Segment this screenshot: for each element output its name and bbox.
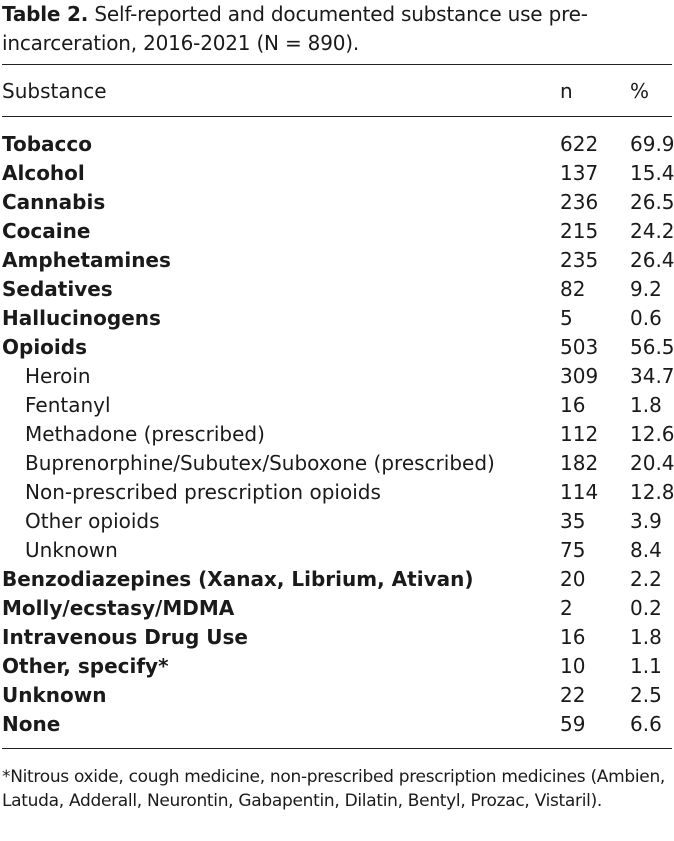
cell-percent: 12.8 [630,480,674,504]
cell-percent: 24.2 [630,219,674,243]
cell-substance: Cannabis [2,190,106,214]
table-top-rule [2,64,672,65]
cell-n: 236 [560,190,599,214]
cell-percent: 26.5 [630,190,674,214]
cell-n: 137 [560,161,599,185]
table-row: Unknown 22 2.5 [0,681,674,710]
cell-percent: 0.2 [630,596,662,620]
cell-n: 82 [560,277,586,301]
cell-n: 20 [560,567,586,591]
table-row: Unknown 75 8.4 [0,536,674,565]
table-title: Self-reported and documented substance u… [2,2,588,55]
cell-n: 35 [560,509,586,533]
cell-n: 503 [560,335,599,359]
table-row: Sedatives 82 9.2 [0,275,674,304]
cell-n: 112 [560,422,599,446]
cell-percent: 2.2 [630,567,662,591]
cell-substance: Amphetamines [2,248,171,272]
table-row: Cocaine 215 24.2 [0,217,674,246]
cell-n: 182 [560,451,599,475]
header-n: n [560,79,573,103]
table-row: Heroin 309 34.7 [0,362,674,391]
cell-substance: Methadone (prescribed) [25,422,265,446]
cell-n: 622 [560,132,599,156]
cell-percent: 8.4 [630,538,662,562]
table-row: Non-prescribed prescription opioids 114 12… [0,478,674,507]
table-row: Other opioids 35 3.9 [0,507,674,536]
header-percent: % [630,79,650,103]
cell-n: 59 [560,712,586,736]
cell-n: 10 [560,654,586,678]
cell-percent: 0.6 [630,306,662,330]
cell-substance: Cocaine [2,219,91,243]
cell-percent: 1.8 [630,393,662,417]
cell-n: 75 [560,538,586,562]
cell-substance: Molly/ecstasy/MDMA [2,596,235,620]
cell-percent: 1.1 [630,654,662,678]
cell-percent: 1.8 [630,625,662,649]
cell-substance: None [2,712,61,736]
table-label: Table 2. [2,2,89,26]
header-substance: Substance [2,79,107,103]
table-row: Cannabis 236 26.5 [0,188,674,217]
cell-substance: Tobacco [2,132,92,156]
table-row: Benzodiazepines (Xanax, Librium, Ativan)… [0,565,674,594]
cell-substance: Unknown [25,538,118,562]
table-row: Hallucinogens 5 0.6 [0,304,674,333]
cell-substance: Other opioids [25,509,160,533]
cell-percent: 9.2 [630,277,662,301]
table-row: Buprenorphine/Subutex/Suboxone (prescrib… [0,449,674,478]
table-row: Amphetamines 235 26.4 [0,246,674,275]
cell-substance: Non-prescribed prescription opioids [25,480,381,504]
cell-percent: 20.4 [630,451,674,475]
table-bottom-rule [2,748,672,749]
cell-percent: 2.5 [630,683,662,707]
table-row: Molly/ecstasy/MDMA 2 0.2 [0,594,674,623]
cell-percent: 12.6 [630,422,674,446]
cell-n: 2 [560,596,573,620]
cell-substance: Alcohol [2,161,85,185]
table-row: Other, specify* 10 1.1 [0,652,674,681]
cell-substance: Intravenous Drug Use [2,625,248,649]
cell-substance: Fentanyl [25,393,111,417]
cell-n: 16 [560,393,586,417]
table-footnote: *Nitrous oxide, cough medicine, non-pres… [2,767,666,811]
cell-substance: Hallucinogens [2,306,161,330]
table-row: Methadone (prescribed) 112 12.6 [0,420,674,449]
table-row: Fentanyl 16 1.8 [0,391,674,420]
cell-n: 16 [560,625,586,649]
cell-n: 5 [560,306,573,330]
cell-n: 309 [560,364,599,388]
cell-n: 22 [560,683,586,707]
table-row: Opioids 503 56.5 [0,333,674,362]
cell-percent: 6.6 [630,712,662,736]
cell-substance: Buprenorphine/Subutex/Suboxone (prescrib… [25,451,495,475]
cell-substance: Sedatives [2,277,113,301]
cell-n: 235 [560,248,599,272]
cell-percent: 69.9 [630,132,674,156]
table-header-row: Substance n % [0,77,674,106]
cell-substance: Benzodiazepines (Xanax, Librium, Ativan) [2,567,474,591]
cell-substance: Unknown [2,683,107,707]
table-row: None 59 6.6 [0,710,674,739]
cell-n: 215 [560,219,599,243]
cell-substance: Heroin [25,364,91,388]
table-row: Alcohol 137 15.4 [0,159,674,188]
table-header-rule [2,116,672,117]
cell-substance: Other, specify* [2,654,169,678]
table-row: Tobacco 622 69.9 [0,130,674,159]
cell-percent: 34.7 [630,364,674,388]
cell-percent: 3.9 [630,509,662,533]
cell-percent: 56.5 [630,335,674,359]
cell-percent: 15.4 [630,161,674,185]
cell-n: 114 [560,480,599,504]
cell-substance: Opioids [2,335,87,359]
table-row: Intravenous Drug Use 16 1.8 [0,623,674,652]
table-caption: Table 2. Self-reported and documented su… [2,0,670,58]
cell-percent: 26.4 [630,248,674,272]
